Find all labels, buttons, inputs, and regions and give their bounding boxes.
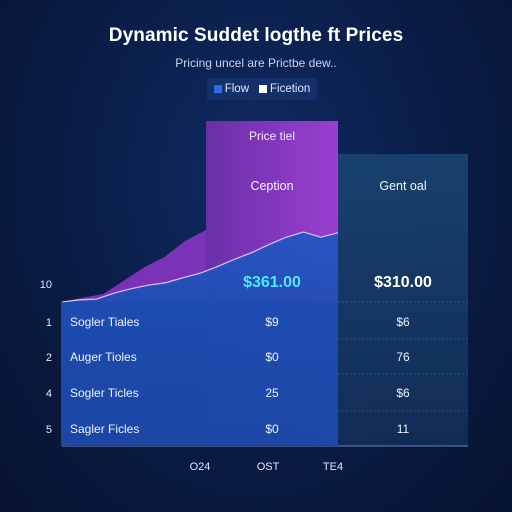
panel-value-2-1: $6	[396, 315, 410, 329]
panel-value-1-2: $0	[265, 350, 279, 364]
panel-value-1-1: $9	[265, 315, 279, 329]
panel-value-1-3: 25	[265, 386, 279, 400]
row-label-1: Sogler Tiales	[70, 315, 139, 329]
row-label-2: Auger Tioles	[70, 350, 137, 364]
panel-header-1: Price tiel	[249, 129, 295, 143]
chart-legend: Flow Ficetion	[207, 78, 317, 100]
legend-swatch-flow	[213, 85, 222, 93]
series-layer	[61, 230, 339, 446]
panel-value-1-4: $0	[265, 422, 279, 436]
series-area-2-base	[62, 302, 338, 446]
panel-label-2: Gent oal	[379, 179, 426, 193]
panel-value-2-4: 11	[397, 422, 410, 436]
chart-title: Dynamic Suddet logthe ft Prices	[108, 25, 404, 46]
legend-item-ficetion: Ficetion	[259, 83, 310, 95]
y-tick-label-3: 2	[46, 352, 52, 364]
x-tick-label-2: OST	[257, 461, 280, 473]
row-label-3: Sogler Ticles	[70, 386, 139, 400]
y-tick-label-4: 4	[46, 388, 52, 400]
panel-price-2: $310.00	[374, 274, 432, 291]
panel-value-2-3: $6	[396, 386, 410, 400]
y-tick-label-2: 1	[46, 317, 52, 329]
text-layer: 10 1 2 4 5 Sogler Tiales Auger Tioles Sogler Ti…	[40, 129, 432, 473]
panel-price-1: $361.00	[243, 274, 301, 291]
y-tick-label-5: 5	[46, 424, 52, 436]
panel-background-2	[338, 154, 468, 446]
legend-label-flow: Flow	[224, 83, 249, 95]
legend-item-flow: Flow	[213, 83, 249, 95]
x-tick-label-1: O24	[190, 461, 211, 473]
chart-subtitle: Pricing uncel are Prictbe dew..	[175, 56, 337, 70]
row-label-4: Sagler Ficles	[70, 422, 139, 436]
series-line-2	[61, 231, 339, 303]
x-tick-label-3: TE4	[323, 461, 343, 473]
legend-swatch-ficetion	[259, 85, 267, 93]
panel-value-2-2: 76	[396, 350, 410, 364]
y-tick-label-1: 10	[40, 279, 52, 291]
legend-label-ficetion: Ficetion	[270, 83, 311, 95]
panel-label-1: Ception	[250, 179, 293, 193]
